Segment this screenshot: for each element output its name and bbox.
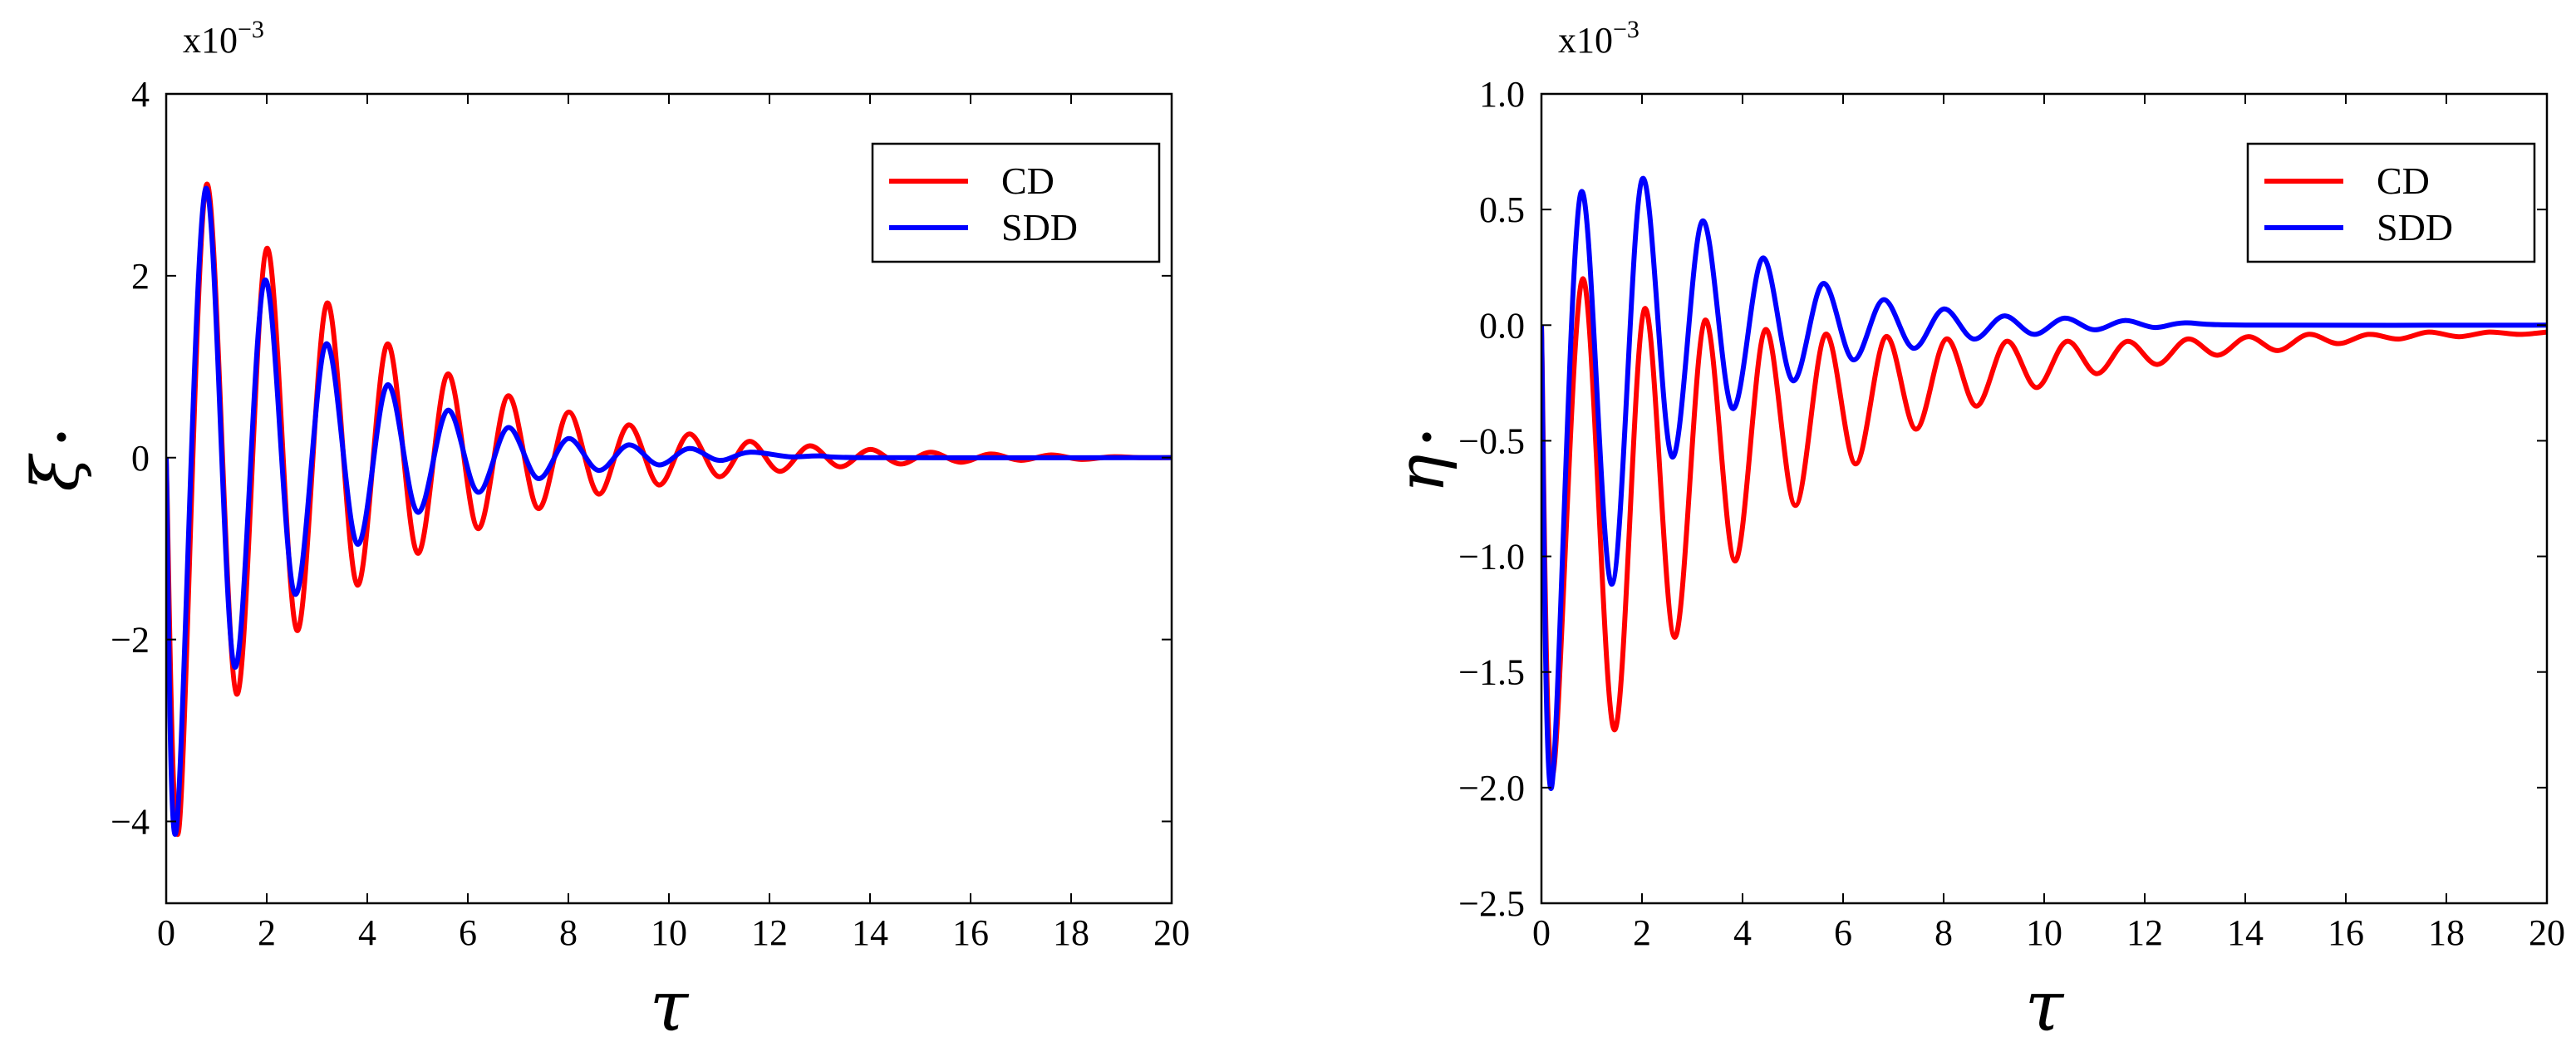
x-tick-label: 18	[2428, 912, 2465, 953]
x-tick-label: 8	[559, 912, 578, 953]
x-tick-label: 10	[651, 912, 687, 953]
x-tick-label: 6	[1834, 912, 1852, 953]
y-axis-label: η	[1384, 455, 1459, 494]
x-tick-label: 4	[358, 912, 376, 953]
series-line-sdd	[1541, 175, 2547, 791]
legend-box	[871, 142, 1161, 263]
y-tick-label: −2	[111, 620, 150, 661]
multiplier-exponent: −3	[1613, 16, 1639, 43]
y-tick-label: 1.0	[1479, 74, 1525, 115]
y-tick-label: −2.5	[1458, 883, 1525, 924]
y-tick-label: −0.5	[1458, 420, 1525, 461]
legend-label-cd: CD	[1001, 160, 1054, 202]
x-tick-label: 14	[2227, 912, 2264, 953]
x-tick-label: 0	[157, 912, 175, 953]
y-tick-label: −1.0	[1458, 537, 1525, 578]
x-tick-label: 18	[1053, 912, 1089, 953]
x-tick-label: 20	[1153, 912, 1190, 953]
x-tick-label: 14	[852, 912, 888, 953]
x-tick-label: 16	[952, 912, 989, 953]
x-tick-label: 4	[1733, 912, 1752, 953]
y-axis-label-dot	[57, 432, 66, 442]
legend-box	[2246, 142, 2536, 263]
x-tick-label: 0	[1532, 912, 1551, 953]
legend-label-sdd: SDD	[1001, 206, 1078, 248]
series-line-cd	[1541, 276, 2547, 779]
x-axis-label: τ	[2025, 966, 2065, 1047]
multiplier-exponent: −3	[238, 16, 264, 43]
y-tick-label: 0	[131, 438, 150, 479]
x-axis-label: τ	[650, 966, 690, 1047]
y-tick-label: 4	[131, 74, 150, 115]
y-axis-label: ξ	[19, 452, 94, 491]
y-tick-label: 2	[131, 256, 150, 297]
legend-label-sdd: SDD	[2377, 206, 2453, 248]
axis-multiplier: x10−3	[183, 16, 264, 61]
y-axis-label-dot	[1422, 432, 1432, 442]
x-tick-label: 16	[2328, 912, 2364, 953]
x-tick-label: 2	[258, 912, 276, 953]
x-tick-label: 2	[1633, 912, 1651, 953]
y-tick-label: −2.0	[1458, 768, 1525, 809]
legend-label-cd: CD	[2377, 160, 2430, 202]
multiplier-base: x10	[183, 20, 238, 61]
y-tick-label: 0.0	[1479, 305, 1525, 346]
y-axis-label-group: η	[1384, 432, 1459, 494]
right-chart: 0 2 4 6 8 10 12 14 16 18 20 −2.5 −2.0 −1.5 −1.0 −0.5 0.0…	[1384, 16, 2565, 1047]
x-tick-label: 8	[1934, 912, 1953, 953]
x-tick-label: 6	[459, 912, 477, 953]
x-tick-label: 12	[2126, 912, 2163, 953]
series-line-sdd	[166, 185, 1172, 837]
multiplier-base: x10	[1558, 20, 1613, 61]
x-tick-label: 12	[751, 912, 788, 953]
y-tick-label: 0.5	[1479, 189, 1525, 230]
y-tick-label: −4	[111, 802, 150, 843]
x-tick-label: 20	[2529, 912, 2565, 953]
y-tick-label: −1.5	[1458, 652, 1525, 693]
x-tick-label: 10	[2026, 912, 2062, 953]
axis-multiplier: x10−3	[1558, 16, 1639, 61]
y-axis-label-group: ξ	[19, 432, 94, 491]
